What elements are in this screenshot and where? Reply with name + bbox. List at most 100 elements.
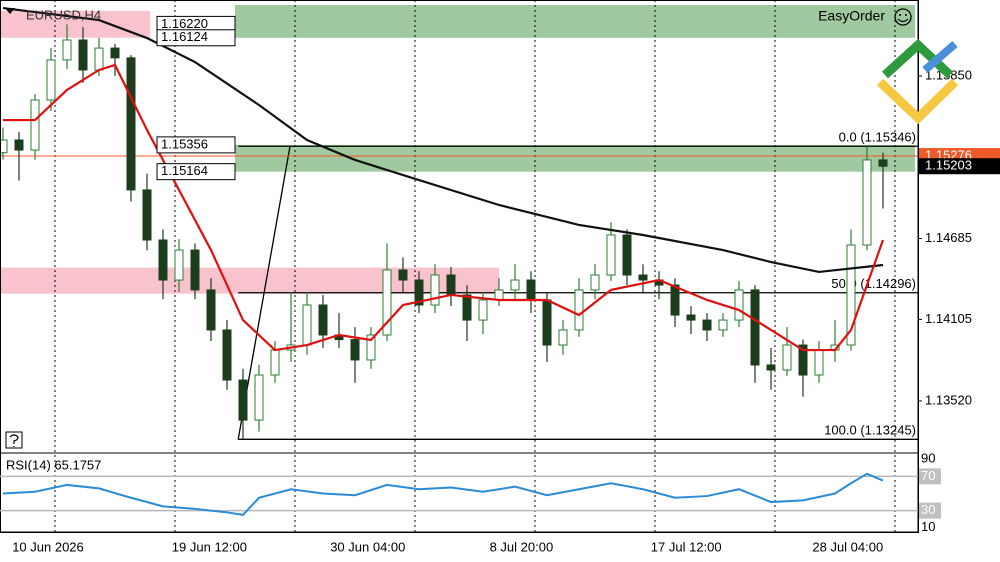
title-arrow <box>5 8 15 14</box>
candle-body <box>638 274 648 281</box>
smiley-eye <box>905 14 907 16</box>
help-mark <box>9 434 19 447</box>
x-tick-label: 10 Jun 2026 <box>12 539 84 554</box>
rsi-line <box>2 472 884 516</box>
fib-label: 50.0 (1.14296) <box>831 276 916 291</box>
price-box-label: 1.16220 <box>161 16 208 31</box>
candle-body <box>462 294 472 321</box>
candle-body <box>158 239 168 281</box>
smiley-face <box>894 8 912 26</box>
candle-body <box>206 289 216 331</box>
rsi-tick-bg <box>919 502 941 519</box>
candle-body <box>78 39 88 71</box>
price-box <box>156 136 236 154</box>
candle-body <box>398 269 408 281</box>
price-box <box>156 163 236 181</box>
rsi-tick-label: 30 <box>921 502 935 517</box>
smiley <box>894 8 912 26</box>
candle-body <box>110 47 120 59</box>
candle-body <box>846 244 856 346</box>
candle-body <box>574 289 584 331</box>
smiley-eye <box>899 14 901 16</box>
price-box-label: 1.15356 <box>161 136 208 151</box>
x-tick-label: 28 Jul 04:00 <box>812 539 883 554</box>
candle-body <box>798 344 808 376</box>
candle-body <box>734 289 744 321</box>
rsi-tick-label: 10 <box>921 519 935 534</box>
chart-title: EURUSD,H4 <box>26 7 101 22</box>
candle-body <box>814 349 824 376</box>
price-tag-label: 1.15203 <box>925 158 972 173</box>
price-box-label: 1.15164 <box>161 163 208 178</box>
candle-body <box>382 269 392 336</box>
y-tick-label: 1.13520 <box>925 392 972 407</box>
rsi-tick-bg <box>919 468 941 485</box>
candle-body <box>254 374 264 421</box>
rsi-title: RSI(14) 65.1757 <box>6 457 101 472</box>
candle-body <box>670 284 680 316</box>
rsi-tick-label: 70 <box>921 468 935 483</box>
logo-blue <box>922 40 958 74</box>
badge-label: EasyOrder <box>818 8 885 24</box>
logo-yellow <box>876 78 959 125</box>
fib-label: 100.0 (1.13245) <box>824 423 916 438</box>
x-tick-label: 8 Jul 20:00 <box>490 539 554 554</box>
x-tick-label: 30 Jun 04:00 <box>330 539 405 554</box>
candle-body <box>702 319 712 331</box>
zone <box>235 144 915 172</box>
candle-body <box>0 139 8 154</box>
candle-body <box>30 99 40 151</box>
candle-body <box>622 234 632 276</box>
candle-body <box>750 289 760 366</box>
price-tag <box>919 158 1000 175</box>
candle-body <box>350 339 360 361</box>
y-tick-label: 1.14105 <box>925 311 972 326</box>
candle-body <box>766 364 776 371</box>
candle-body <box>126 57 136 191</box>
zone <box>0 267 499 294</box>
candle-body <box>414 279 424 306</box>
smiley-mouth <box>897 18 909 23</box>
price-box <box>156 29 236 47</box>
candle-body <box>510 279 520 291</box>
candle-body <box>878 159 888 167</box>
candle-body <box>478 299 488 321</box>
candle-body <box>62 39 72 61</box>
price-box-label: 1.16124 <box>161 29 208 44</box>
candle-body <box>494 289 504 301</box>
candle-body <box>318 304 328 336</box>
frame <box>0 0 919 533</box>
candle-body <box>558 329 568 346</box>
candle-body <box>430 274 440 306</box>
candle-body <box>302 304 312 346</box>
candle-body <box>14 139 24 151</box>
candle-body <box>366 334 376 361</box>
candle-body <box>222 329 232 381</box>
rsi-tick-label: 90 <box>921 451 935 466</box>
zone <box>0 10 151 38</box>
zone <box>235 5 915 38</box>
candle-body <box>46 59 56 101</box>
candle-body <box>782 344 792 371</box>
candle-body <box>142 189 152 241</box>
candle-body <box>174 249 184 281</box>
x-tick-label: 17 Jul 12:00 <box>651 539 722 554</box>
candle-body <box>526 279 536 301</box>
moving-average <box>3 63 885 352</box>
y-tick-label: 1.14685 <box>925 230 972 245</box>
candle-body <box>270 349 280 376</box>
fib-label: 0.0 (1.15346) <box>839 130 916 145</box>
logo-green <box>881 38 954 79</box>
candle-body <box>606 234 616 276</box>
candle-body <box>94 47 104 71</box>
candle-body <box>718 319 728 331</box>
candle-body <box>446 274 456 296</box>
candle-body <box>686 314 696 321</box>
candle-body <box>862 159 872 246</box>
candle-body <box>238 379 248 421</box>
candle-body <box>590 274 600 291</box>
candle-body <box>190 249 200 291</box>
candle-body <box>542 299 552 346</box>
help-box[interactable] <box>5 431 23 449</box>
